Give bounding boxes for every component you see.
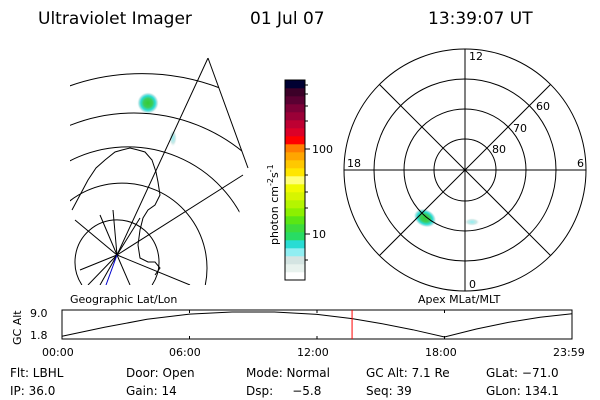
colorbar-tick-10: 10 <box>312 228 326 241</box>
orbit-xtick: 12:00 <box>297 346 329 359</box>
aurora-emission-blob <box>464 218 480 226</box>
colorbar-unit-label: photon cm-2s-1 <box>266 164 281 245</box>
colorbar-swatch <box>285 192 305 201</box>
map-edge <box>207 57 249 169</box>
orbit-xtick: 06:00 <box>169 346 201 359</box>
mode-info: Mode: Normal <box>246 366 330 380</box>
spacecraft-direction-line <box>105 254 118 285</box>
aurora-emission-blob <box>169 129 177 147</box>
colorbar-swatch <box>285 232 305 241</box>
dsp-info: Dsp: −5.8 <box>246 384 321 398</box>
colorbar-swatch <box>285 264 305 273</box>
geographic-map: Geographic Lat/Lon <box>70 57 249 306</box>
filter-info: Flt: LBHL <box>10 366 64 380</box>
colorbar-swatch <box>285 120 305 129</box>
colorbar-swatch <box>285 208 305 217</box>
door-info: Door: Open <box>126 366 195 380</box>
colorbar-swatch <box>285 160 305 169</box>
gain-info: Gain: 14 <box>126 384 177 398</box>
latitude-circles <box>70 73 248 285</box>
colorbar-swatch <box>285 216 305 225</box>
colorbar-swatch <box>285 136 305 145</box>
colorbar-swatch <box>285 144 305 153</box>
colorbar-tick-100: 100 <box>312 143 333 156</box>
orbit-xtick: 00:00 <box>42 346 74 359</box>
glat-info: GLat: −71.0 <box>486 366 559 380</box>
colorbar-swatch <box>285 152 305 161</box>
mlat-label-60: 60 <box>536 100 550 113</box>
orbit-ytick-1.8: 1.8 <box>30 329 48 342</box>
colorbar-swatch <box>285 80 305 89</box>
orbit-xtick: 18:00 <box>425 346 457 359</box>
aurora-emission-blob <box>413 208 437 228</box>
glon-info: GLon: 134.1 <box>486 384 559 398</box>
orbit-y-label: GC Alt <box>11 310 24 345</box>
gc-alt-info: GC Alt: 7.1 Re <box>366 366 450 380</box>
colorbar-swatch <box>285 112 305 121</box>
colorbar-swatch <box>285 240 305 249</box>
info-panel: Flt: LBHL Door: Open Mode: Normal GC Alt… <box>10 366 559 398</box>
ip-info: IP: 36.0 <box>10 384 55 398</box>
colorbar-frame <box>284 79 306 281</box>
apex-label: Apex MLat/MLT <box>418 293 501 306</box>
colorbar-swatch <box>285 224 305 233</box>
instrument-title: Ultraviolet Imager <box>38 9 192 29</box>
orbit-altitude-line <box>61 311 573 338</box>
colorbar-swatch <box>285 272 305 281</box>
colorbar-swatch <box>285 184 305 193</box>
mlt-label-6: 6 <box>577 157 584 170</box>
colorbar-swatch <box>285 88 305 97</box>
colorbar-swatch <box>285 200 305 209</box>
geographic-label: Geographic Lat/Lon <box>70 293 177 306</box>
colorbar-swatch <box>285 176 305 185</box>
mlt-label-18: 18 <box>347 157 361 170</box>
time-label: 13:39:07 UT <box>428 9 533 29</box>
colorbar-swatches <box>285 80 305 281</box>
coastline <box>221 61 245 85</box>
longitude-lines <box>74 58 244 285</box>
mlat-label-80: 80 <box>492 143 506 156</box>
mlat-label-70: 70 <box>513 122 527 135</box>
mlt-label-0: 0 <box>469 278 476 291</box>
date-label: 01 Jul 07 <box>250 9 325 29</box>
mlt-meridians <box>344 49 586 291</box>
colorbar: 100 10 photon cm-2s-1 <box>266 79 333 281</box>
colorbar-swatch <box>285 168 305 177</box>
seq-info: Seq: 39 <box>366 384 412 398</box>
colorbar-ticks <box>305 84 310 261</box>
coastline <box>71 147 161 276</box>
colorbar-swatch <box>285 256 305 265</box>
mlt-label-12: 12 <box>469 50 483 63</box>
colorbar-swatch <box>285 128 305 137</box>
orbit-xtick: 23:59 <box>553 346 585 359</box>
colorbar-swatch <box>285 104 305 113</box>
colorbar-swatch <box>285 248 305 257</box>
polar-mlt-plot: 12 18 6 0 60 70 80 Apex MLat/MLT <box>343 48 587 306</box>
orbit-ytick-9: 9.0 <box>30 307 48 320</box>
colorbar-swatch <box>285 96 305 105</box>
orbit-altitude-plot: GC Alt 9.0 1.8 00:00 06:00 12:00 18:00 2… <box>11 307 585 359</box>
aurora-emission-blob <box>137 92 159 114</box>
